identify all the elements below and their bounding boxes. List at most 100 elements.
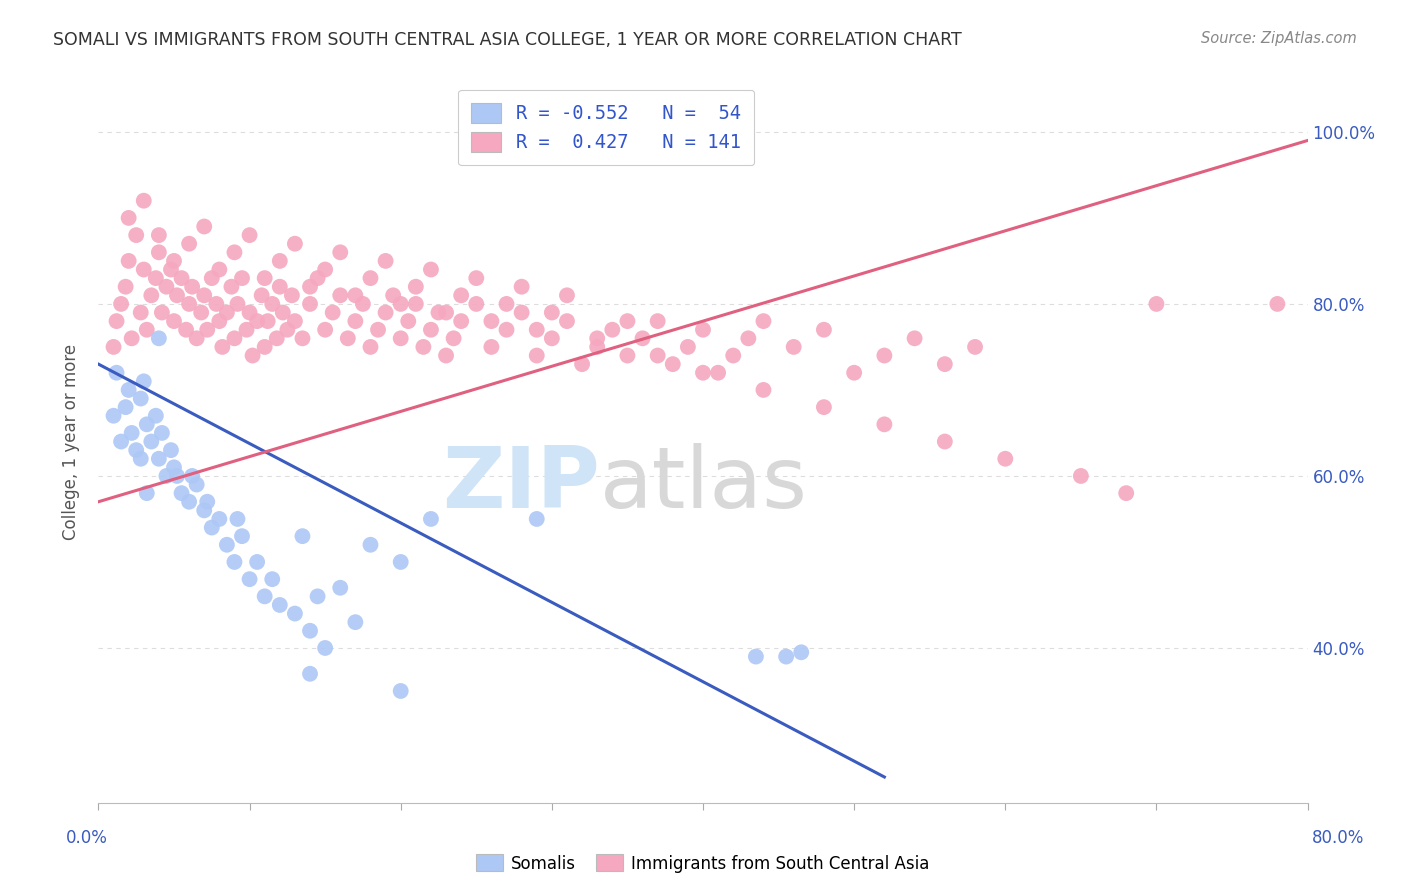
Point [586, 331, 609, 345]
Point [215, 538, 238, 552]
Point [242, 349, 264, 363]
Point [314, 262, 336, 277]
Point [934, 434, 956, 449]
Legend: Somalis, Immigrants from South Central Asia: Somalis, Immigrants from South Central A… [470, 847, 936, 880]
Point [190, 305, 212, 319]
Point [226, 512, 249, 526]
Point [174, 323, 197, 337]
Point [389, 331, 412, 345]
Point [201, 271, 224, 285]
Point [121, 425, 143, 440]
Point [105, 366, 128, 380]
Point [150, 305, 173, 319]
Point [246, 555, 269, 569]
Point [291, 331, 314, 345]
Text: Source: ZipAtlas.com: Source: ZipAtlas.com [1201, 31, 1357, 46]
Point [193, 503, 215, 517]
Point [602, 323, 624, 337]
Point [155, 279, 177, 293]
Point [170, 486, 193, 500]
Point [166, 288, 188, 302]
Point [540, 331, 562, 345]
Point [235, 323, 257, 337]
Legend: R = -0.552   N =  54, R =  0.427   N = 141: R = -0.552 N = 54, R = 0.427 N = 141 [458, 90, 755, 165]
Point [281, 288, 304, 302]
Point [224, 555, 246, 569]
Point [329, 581, 352, 595]
Point [450, 288, 472, 302]
Point [1267, 297, 1289, 311]
Point [495, 297, 517, 311]
Point [135, 323, 157, 337]
Point [352, 297, 374, 311]
Point [1070, 469, 1092, 483]
Point [208, 262, 231, 277]
Point [555, 288, 578, 302]
Point [904, 331, 927, 345]
Point [239, 572, 262, 586]
Point [262, 297, 284, 311]
Point [262, 572, 284, 586]
Point [510, 279, 533, 293]
Point [314, 323, 336, 337]
Point [443, 331, 465, 345]
Point [723, 349, 745, 363]
Point [269, 253, 291, 268]
Point [555, 314, 578, 328]
Point [994, 451, 1017, 466]
Point [382, 288, 405, 302]
Point [344, 314, 367, 328]
Point [299, 297, 322, 311]
Point [813, 400, 835, 414]
Point [965, 340, 987, 354]
Point [181, 279, 204, 293]
Point [163, 314, 186, 328]
Point [129, 392, 152, 406]
Point [676, 340, 699, 354]
Point [647, 314, 669, 328]
Point [253, 271, 276, 285]
Point [141, 434, 163, 449]
Text: SOMALI VS IMMIGRANTS FROM SOUTH CENTRAL ASIA COLLEGE, 1 YEAR OR MORE CORRELATION: SOMALI VS IMMIGRANTS FROM SOUTH CENTRAL … [53, 31, 962, 49]
Point [647, 349, 669, 363]
Point [844, 366, 866, 380]
Point [186, 331, 208, 345]
Point [163, 253, 186, 268]
Point [141, 288, 163, 302]
Point [211, 340, 233, 354]
Point [396, 314, 419, 328]
Point [166, 469, 188, 483]
Point [616, 349, 638, 363]
Point [121, 331, 143, 345]
Point [389, 555, 412, 569]
Point [246, 314, 269, 328]
Point [110, 297, 132, 311]
Point [934, 357, 956, 371]
Point [181, 469, 204, 483]
Point [481, 314, 503, 328]
Point [873, 417, 896, 432]
Point [266, 331, 288, 345]
Point [344, 288, 367, 302]
Point [226, 297, 249, 311]
Point [434, 349, 457, 363]
Point [125, 228, 148, 243]
Point [360, 538, 382, 552]
Point [367, 323, 389, 337]
Point [783, 340, 806, 354]
Point [775, 649, 797, 664]
Point [160, 262, 183, 277]
Point [481, 340, 503, 354]
Point [434, 305, 457, 319]
Point [465, 297, 488, 311]
Point [291, 529, 314, 543]
Point [103, 409, 125, 423]
Point [105, 314, 128, 328]
Point [239, 305, 262, 319]
Point [707, 366, 730, 380]
Point [299, 666, 322, 681]
Point [540, 305, 562, 319]
Point [160, 443, 183, 458]
Point [692, 323, 714, 337]
Point [299, 279, 322, 293]
